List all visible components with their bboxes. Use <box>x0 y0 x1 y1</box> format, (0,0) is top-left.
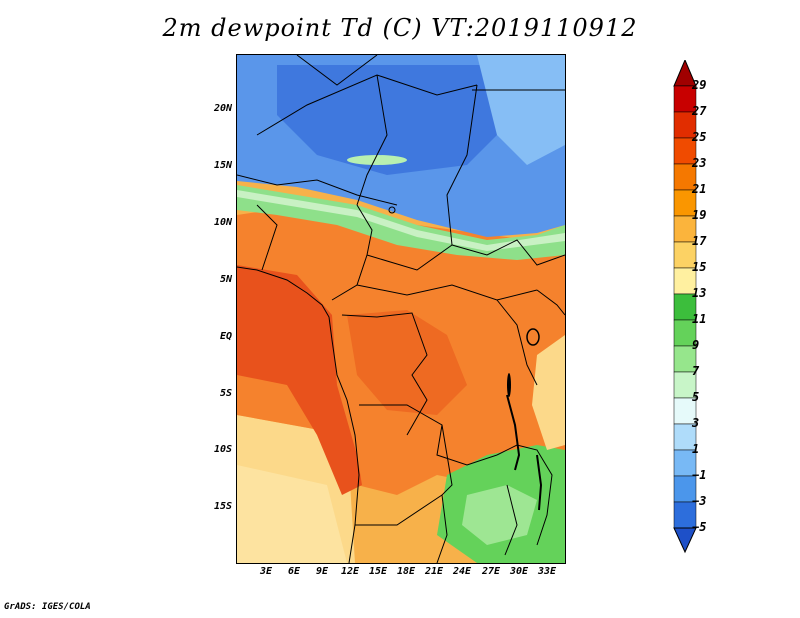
colorbar-tick-label: 19 <box>692 208 707 222</box>
lon-label-33e: 33E <box>537 566 557 577</box>
lake-albert <box>507 373 511 397</box>
lon-label-3e: 3E <box>259 566 273 577</box>
border-n3 <box>446 84 478 246</box>
field-basin-red <box>347 310 467 415</box>
lat-label-10s: 10S <box>213 444 232 455</box>
colorbar-tick-label: 15 <box>692 260 707 274</box>
border-n2 <box>356 74 388 206</box>
colorbar <box>673 60 697 554</box>
chart-title: 2m dewpoint Td (C) VT:2019110912 <box>162 14 638 42</box>
colorbar-tick-label: 5 <box>692 390 700 404</box>
colorbar-tick-label: 3 <box>692 416 700 430</box>
field-northeast-lightblue <box>477 55 565 165</box>
lake-chad <box>388 206 396 214</box>
country-borders <box>237 55 565 563</box>
map-canvas <box>237 55 565 563</box>
field-southwest-pale <box>237 465 347 563</box>
border-n1 <box>296 55 378 86</box>
lon-label-6e: 6E <box>287 566 301 577</box>
field-eastafrica-light <box>532 335 565 450</box>
lat-label-20n: 20N <box>213 103 232 114</box>
colorbar-segments <box>673 60 697 554</box>
border-c1 <box>366 244 453 271</box>
lat-label-10n: 10N <box>213 217 232 228</box>
border-n4 <box>256 74 478 136</box>
colorbar-tick-label: 21 <box>692 182 707 196</box>
lon-label-9e: 9E <box>315 566 329 577</box>
colorbar-tick-label: 11 <box>692 312 707 326</box>
colorbar-tick-label: 17 <box>692 234 707 248</box>
lon-label-18e: 18E <box>396 566 416 577</box>
colorbar-tick-label: −1 <box>692 468 707 482</box>
lon-label-15e: 15E <box>368 566 388 577</box>
border-c5 <box>536 289 565 316</box>
colorbar-tick-label: −3 <box>692 494 707 508</box>
field-southeast-lightgreen <box>462 485 537 545</box>
border-c3 <box>341 312 428 436</box>
border-n5 <box>237 174 398 206</box>
dewpoint-map <box>236 54 566 564</box>
colorbar-tick-label: 9 <box>692 338 700 352</box>
field-sahel-pale <box>237 190 565 251</box>
field-lake-chad-moist <box>347 155 407 165</box>
lake-malawi <box>536 454 543 511</box>
lat-label-15n: 15N <box>213 160 232 171</box>
colorbar-tick-label: 13 <box>692 286 707 300</box>
lon-label-24e: 24E <box>452 566 472 577</box>
lat-label-eq: EQ <box>219 331 232 342</box>
colorbar-tick-label: 29 <box>692 78 707 92</box>
colorbar-tick-label: 1 <box>692 442 700 456</box>
credit-text: GrADS: IGES/COLA <box>4 602 91 612</box>
lat-label-15s: 15S <box>213 501 232 512</box>
field-coast-red <box>237 265 362 495</box>
border-e1 <box>451 239 565 266</box>
border-s5 <box>504 484 518 556</box>
lon-label-12e: 12E <box>340 566 360 577</box>
border-c2 <box>356 284 538 301</box>
colorbar-tick-label: −5 <box>692 520 707 534</box>
colorbar-tick-label: 7 <box>692 364 700 378</box>
colorbar-tick-label: 25 <box>692 130 707 144</box>
lat-label-5s: 5S <box>219 388 232 399</box>
lake-tanganyika <box>506 394 521 471</box>
lake-victoria <box>526 328 540 346</box>
coastline <box>237 266 360 563</box>
lat-label-5n: 5N <box>219 274 232 285</box>
border-w1 <box>256 204 278 271</box>
border-s4 <box>496 444 553 546</box>
lon-label-30e: 30E <box>509 566 529 577</box>
colorbar-tick-label: 27 <box>692 104 707 118</box>
colorbar-bottom-triangle <box>673 527 697 554</box>
border-s3 <box>355 494 443 526</box>
border-s1 <box>359 404 498 466</box>
lon-label-21e: 21E <box>424 566 444 577</box>
lon-label-27e: 27E <box>481 566 501 577</box>
colorbar-tick-label: 23 <box>692 156 707 170</box>
lakes <box>388 206 543 511</box>
border-c4 <box>496 299 538 386</box>
